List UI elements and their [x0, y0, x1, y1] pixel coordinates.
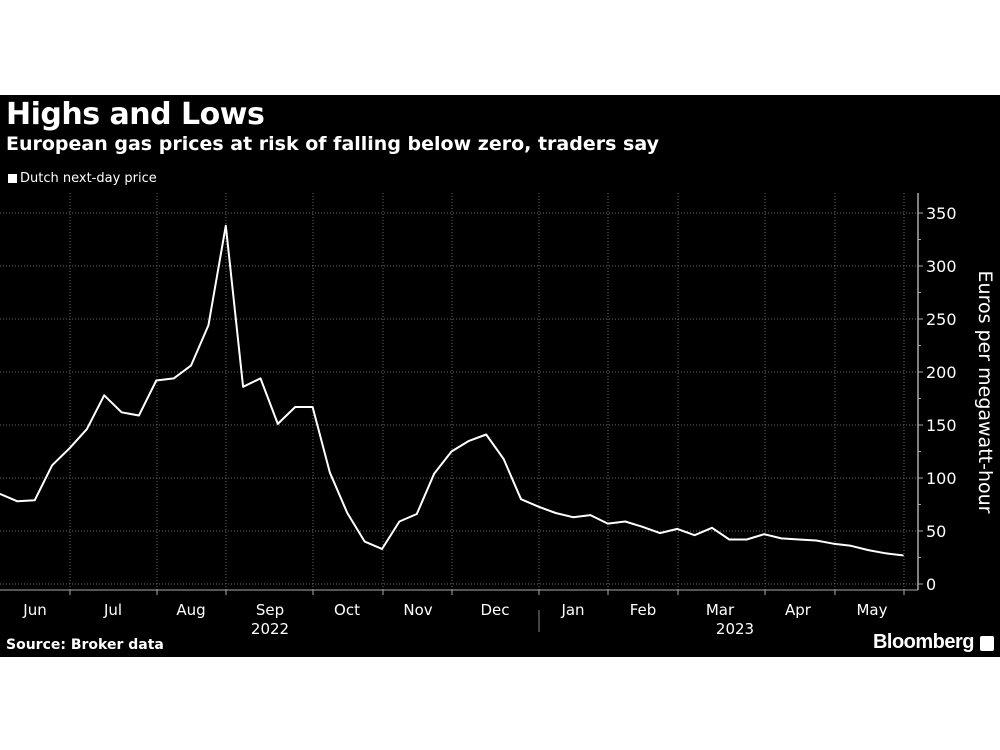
data-point — [190, 364, 192, 367]
data-point — [659, 532, 661, 534]
data-point — [884, 552, 887, 555]
data-point — [277, 423, 279, 425]
data-point — [225, 224, 227, 227]
data-point — [433, 473, 435, 475]
chart-title: Highs and Lows — [6, 97, 265, 132]
data-point — [485, 433, 488, 436]
data-point — [120, 411, 123, 414]
data-point — [294, 406, 297, 408]
data-point — [416, 513, 418, 515]
x-month-label: Oct — [334, 601, 360, 619]
line-chart: 0 50 100 150 200 250 300 350 Jun Jul Aug Sep Oct Nov D… — [0, 193, 996, 638]
x-month-label: Mar — [706, 601, 735, 619]
data-point — [16, 500, 19, 503]
y-tick-label: 200 — [926, 363, 957, 382]
data-point — [259, 377, 262, 380]
data-point — [711, 527, 713, 529]
data-point — [68, 447, 71, 450]
data-point — [607, 522, 609, 525]
data-point — [172, 377, 175, 380]
data-point — [381, 548, 383, 550]
data-point — [832, 542, 835, 545]
y-tick-label: 350 — [926, 204, 957, 223]
data-point — [745, 538, 748, 541]
x-month-label: Nov — [403, 601, 432, 619]
data-point — [780, 537, 783, 540]
x-year-label: 2023 — [716, 620, 754, 638]
legend-swatch — [8, 174, 17, 183]
x-month-label: Aug — [176, 601, 205, 619]
data-point — [693, 534, 696, 536]
data-point — [86, 428, 88, 431]
y-tick-label: 100 — [926, 469, 957, 488]
x-month-label: Jan — [560, 601, 584, 619]
data-point — [763, 533, 765, 535]
data-point — [537, 505, 540, 508]
x-month-label: Dec — [480, 601, 509, 619]
chart-panel: Highs and Lows European gas prices at ri… — [0, 95, 1000, 657]
data-point — [155, 379, 158, 382]
data-point — [520, 498, 522, 501]
y-tick-label: 300 — [926, 257, 957, 276]
data-point — [798, 538, 800, 541]
y-tick-label: 250 — [926, 310, 957, 329]
data-point — [329, 471, 331, 474]
data-point — [138, 414, 140, 417]
x-month-label: Feb — [630, 601, 657, 619]
data-point — [398, 520, 401, 523]
data-point — [902, 554, 904, 557]
source-note: Source: Broker data — [6, 637, 164, 653]
x-month-label: Jun — [22, 601, 46, 619]
data-point — [242, 386, 244, 388]
data-point — [867, 549, 870, 551]
data-point — [207, 324, 210, 327]
x-month-label: Sep — [256, 601, 284, 619]
data-point — [624, 520, 626, 523]
data-point — [815, 539, 817, 542]
bloomberg-logo: Bloomberg — [872, 631, 975, 653]
legend: Dutch next-day price — [8, 171, 157, 186]
data-point — [589, 514, 592, 516]
y-tick-label: 50 — [926, 522, 946, 541]
data-point — [363, 540, 366, 543]
data-point — [103, 394, 105, 397]
y-axis-title: Euros per megawatt-hour — [974, 271, 996, 514]
y-tick-label: 150 — [926, 416, 957, 435]
data-point — [468, 440, 470, 442]
x-month-label: May — [856, 601, 887, 619]
data-point — [450, 450, 453, 453]
data-point — [676, 528, 679, 530]
data-point — [728, 538, 731, 541]
data-point — [51, 464, 53, 467]
data-point — [346, 512, 349, 514]
data-point — [311, 406, 314, 408]
data-point — [502, 458, 505, 460]
data-point — [0, 493, 1, 495]
bloomberg-chart-icon — [980, 636, 994, 651]
y-tick-label: 0 — [926, 575, 936, 594]
data-point — [850, 545, 852, 547]
data-point — [641, 526, 644, 528]
data-point — [554, 512, 557, 514]
x-month-label: Apr — [785, 601, 812, 619]
data-point — [33, 499, 36, 502]
x-month-label: Jul — [103, 601, 122, 619]
legend-label: Dutch next-day price — [20, 171, 157, 186]
data-point — [572, 516, 574, 518]
chart-subtitle: European gas prices at risk of falling b… — [6, 133, 659, 155]
x-year-label: 2022 — [251, 620, 289, 638]
